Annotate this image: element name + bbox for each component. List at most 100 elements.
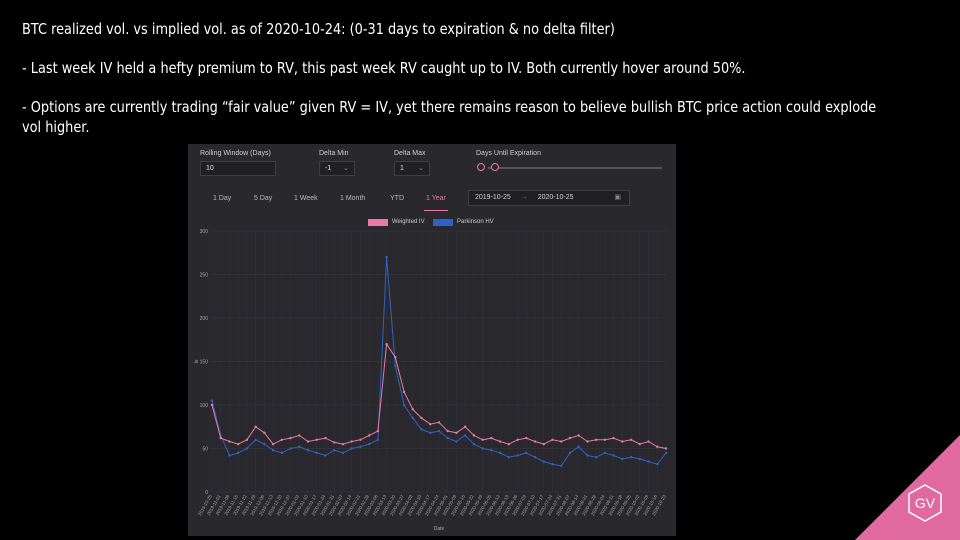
series-point <box>594 456 598 459</box>
date-to: 2020-10-25 <box>537 194 574 201</box>
chevron-down-icon: ⌄ <box>343 165 349 172</box>
series-point <box>560 440 563 443</box>
series-point <box>446 436 449 440</box>
series-point <box>463 434 467 437</box>
series-point <box>315 451 318 455</box>
range-ytd[interactable]: YTD <box>390 195 404 202</box>
series-point <box>577 445 580 448</box>
delta-max-label: Delta Max <box>394 150 426 157</box>
series-point <box>507 442 511 446</box>
series-point <box>324 454 327 457</box>
series-point <box>245 438 249 441</box>
series-point <box>271 442 275 446</box>
gv-logo: GV <box>855 435 960 540</box>
expiration-slider-max-handle[interactable] <box>491 163 499 171</box>
series-point <box>298 434 301 437</box>
series-point <box>603 451 607 455</box>
series-point <box>533 456 537 459</box>
series-point <box>629 438 633 441</box>
series-point <box>656 462 659 466</box>
rolling-window-label: Rolling Window (Days) <box>200 150 271 157</box>
series-point <box>568 451 572 455</box>
series-point <box>236 442 240 446</box>
series-point <box>490 436 493 440</box>
series-point <box>385 342 388 346</box>
series-point <box>210 399 214 402</box>
series-point <box>289 436 292 440</box>
series-point <box>533 440 537 443</box>
series-point <box>254 425 257 428</box>
series-point <box>472 442 476 446</box>
series-point <box>490 449 493 452</box>
series-point <box>271 449 275 452</box>
legend-swatch-iv[interactable] <box>368 219 388 226</box>
series-point <box>594 438 598 441</box>
delta-min-value: -1 <box>325 165 332 172</box>
series-point <box>341 442 345 446</box>
series-point <box>420 428 423 431</box>
series-point <box>551 438 554 441</box>
range-1-year[interactable]: 1 Year <box>426 195 446 202</box>
series-point <box>612 436 615 440</box>
series-point <box>621 457 624 461</box>
range-1-week[interactable]: 1 Week <box>294 195 318 202</box>
series-point <box>210 403 214 407</box>
series-point <box>525 436 528 440</box>
series-point <box>402 390 406 394</box>
series-point <box>481 438 484 441</box>
rolling-window-input[interactable]: 10 <box>200 161 276 176</box>
y-tick-label: 50 <box>202 447 208 453</box>
legend-label-hv: Parkinson HV <box>457 219 494 225</box>
series-point <box>315 438 318 441</box>
x-axis-label: Date <box>434 526 445 532</box>
series-point <box>455 440 458 443</box>
logo-text: GV <box>915 495 936 511</box>
slide-text: BTC realized vol. vs implied vol. as of … <box>22 20 951 137</box>
series-point <box>280 438 284 441</box>
active-range-underline <box>424 210 448 211</box>
series-point <box>402 403 406 407</box>
series-point <box>455 431 458 435</box>
delta-max-select[interactable]: 1 ⌄ <box>394 161 430 176</box>
series-point <box>664 447 668 450</box>
series-point <box>289 447 292 450</box>
date-separator: → <box>520 194 528 201</box>
series-point <box>498 451 502 455</box>
series-point <box>603 438 607 441</box>
series-point <box>263 442 266 446</box>
range-1-month[interactable]: 1 Month <box>340 195 366 202</box>
legend-swatch-hv[interactable] <box>433 219 453 226</box>
slide-title: BTC realized vol. vs implied vol. as of … <box>22 20 615 38</box>
series-point <box>333 441 336 444</box>
dashboard-panel: Rolling Window (Days) 10 Delta Min -1 ⌄ D… <box>188 144 676 536</box>
calendar-icon: ▣ <box>614 194 621 201</box>
range-1-day[interactable]: 1 Day <box>213 195 232 202</box>
series-point <box>254 438 257 441</box>
series-point <box>577 434 580 437</box>
expiration-slider-min-handle[interactable] <box>477 163 485 171</box>
series-point <box>638 442 642 446</box>
delta-min-select[interactable]: -1 ⌄ <box>319 161 355 176</box>
series-point <box>385 255 388 259</box>
expiration-slider-track[interactable] <box>488 167 662 169</box>
slide-bullet-2-cont: vol higher. <box>22 117 90 136</box>
date-from: 2019-10-25 <box>475 194 511 201</box>
series-point <box>411 416 415 420</box>
series-point <box>420 416 423 420</box>
series-point <box>542 442 545 446</box>
date-range-picker[interactable]: 2019-10-25 → 2020-10-25 ▣ <box>468 190 630 206</box>
series-point <box>411 408 415 411</box>
series-point <box>612 454 615 457</box>
series-point <box>542 460 545 463</box>
series-point <box>568 436 572 440</box>
rolling-window-value: 10 <box>206 165 214 172</box>
y-tick-label: 300 <box>200 229 209 235</box>
series-point <box>219 436 222 440</box>
slide-bullet-2: - Options are currently trading “fair va… <box>22 98 877 116</box>
range-5-day[interactable]: 5 Day <box>254 195 273 202</box>
series-point <box>236 451 240 455</box>
series-point <box>350 440 353 443</box>
series-point <box>376 438 380 441</box>
series-point <box>472 434 476 437</box>
series-point <box>551 462 554 466</box>
